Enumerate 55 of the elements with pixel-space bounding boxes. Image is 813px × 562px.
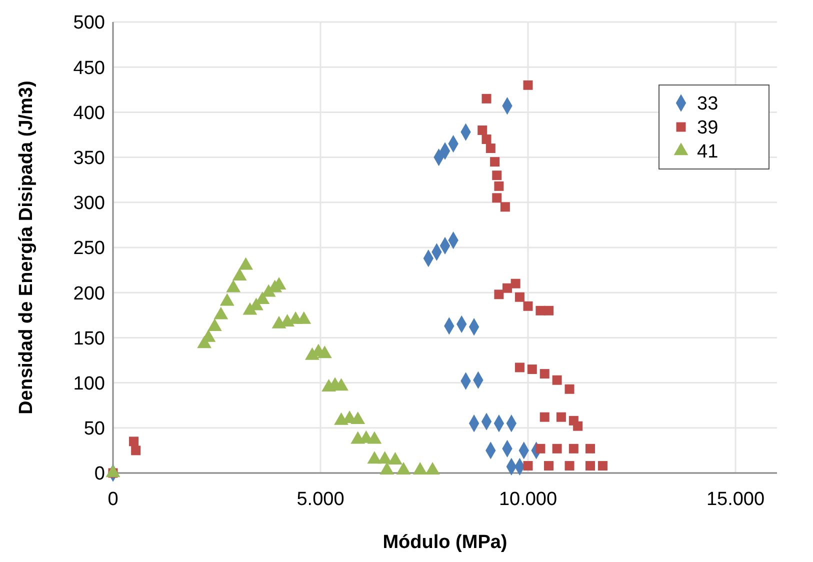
y-tick-label: 250 xyxy=(73,238,105,260)
point xyxy=(544,306,554,316)
x-tick-label: 5.000 xyxy=(296,489,344,510)
point xyxy=(552,444,562,454)
point xyxy=(564,461,574,471)
point xyxy=(573,421,583,431)
y-tick-label: 400 xyxy=(73,102,105,124)
point xyxy=(494,181,504,191)
point xyxy=(523,461,533,471)
y-tick-label: 300 xyxy=(73,193,105,214)
y-tick-label: 350 xyxy=(73,148,105,169)
point xyxy=(514,362,524,372)
point xyxy=(586,444,595,454)
y-axis-title: Densidad de Energía Disipada (J/m3) xyxy=(16,80,37,414)
point xyxy=(482,94,492,104)
point xyxy=(544,461,554,471)
point xyxy=(486,144,496,154)
point xyxy=(492,193,502,203)
x-tick-label: 10.000 xyxy=(498,489,558,510)
x-axis-title: Módulo (MPa) xyxy=(382,532,508,553)
point xyxy=(131,446,141,456)
legend-label: 41 xyxy=(697,142,718,163)
point xyxy=(129,436,138,446)
point xyxy=(552,375,562,385)
point xyxy=(540,412,550,422)
point xyxy=(564,384,574,394)
y-tick-label: 500 xyxy=(73,12,105,34)
point xyxy=(568,444,578,454)
point xyxy=(556,412,566,422)
point xyxy=(494,290,504,300)
legend-label: 33 xyxy=(697,94,718,115)
point xyxy=(510,278,520,288)
y-tick-label: 100 xyxy=(73,373,105,394)
y-tick-label: 0 xyxy=(94,464,105,485)
point xyxy=(490,157,500,167)
point xyxy=(514,292,524,302)
point xyxy=(527,364,537,374)
point xyxy=(523,80,533,90)
point xyxy=(598,461,608,471)
point xyxy=(478,125,488,135)
legend-label: 39 xyxy=(697,118,718,139)
y-tick-label: 50 xyxy=(84,418,105,440)
y-tick-label: 150 xyxy=(73,328,105,350)
x-tick-label: 0 xyxy=(108,489,118,510)
point xyxy=(482,134,492,144)
point xyxy=(540,369,550,379)
point xyxy=(586,461,595,471)
y-tick-label: 200 xyxy=(73,283,105,304)
point xyxy=(523,301,533,311)
point xyxy=(500,202,510,212)
point xyxy=(492,170,502,180)
x-tick-label: 15.000 xyxy=(706,489,765,510)
point xyxy=(536,444,546,454)
point xyxy=(502,283,512,293)
y-tick-label: 450 xyxy=(73,58,105,79)
